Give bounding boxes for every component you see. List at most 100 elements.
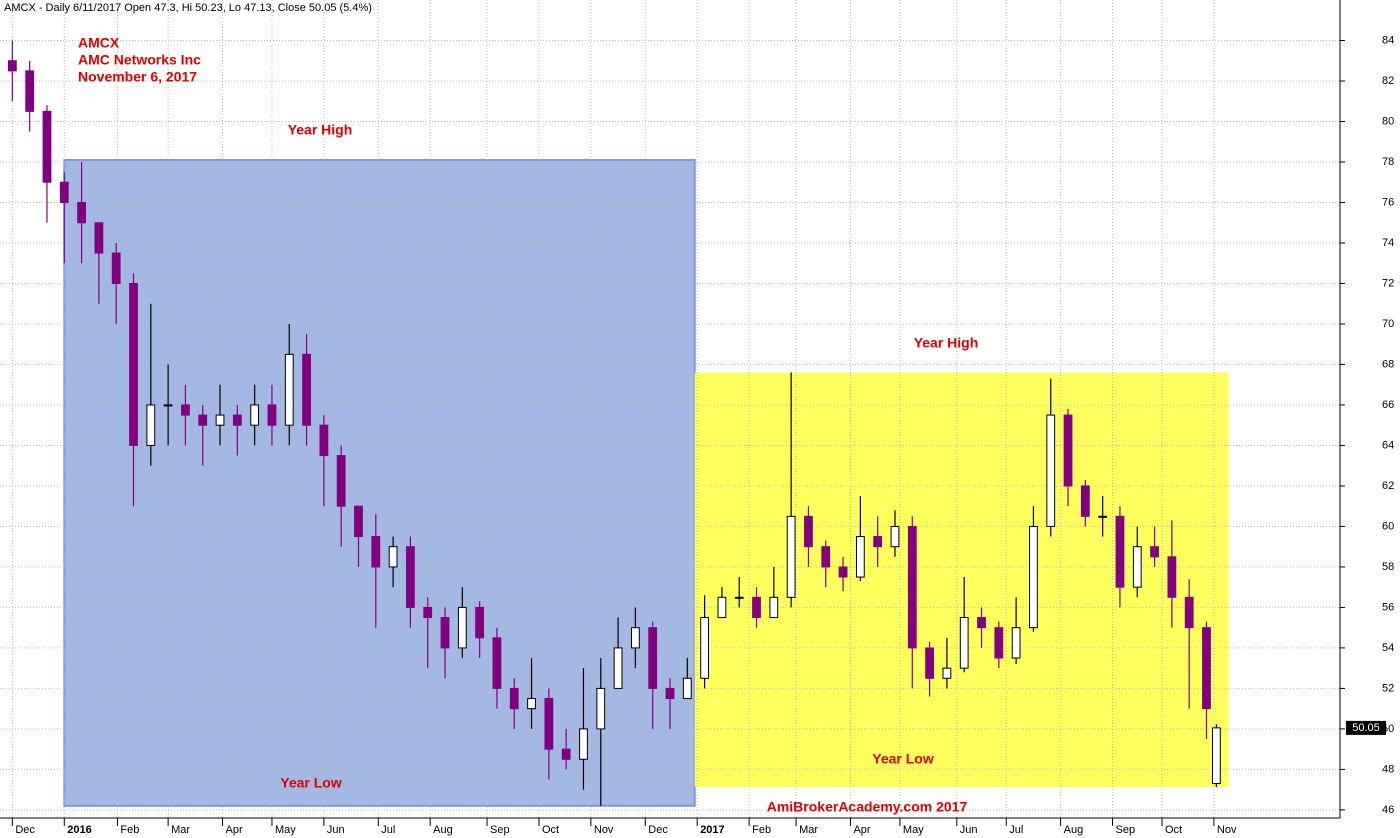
y-tick-label: 78 (1382, 156, 1394, 168)
candle-body (267, 404, 277, 426)
y-tick-label: 48 (1382, 763, 1394, 775)
candle-body (25, 70, 35, 112)
candle-body (215, 414, 225, 426)
region (694, 372, 1229, 788)
x-tick-label: Aug (1064, 824, 1084, 836)
candle-body (1046, 414, 1056, 527)
candle-body (492, 637, 502, 689)
x-tick-label: Apr (853, 824, 870, 836)
candle-body (198, 414, 208, 426)
candle-body (544, 698, 554, 750)
candle-body (1211, 727, 1221, 785)
candles (7, 40, 1221, 806)
y-tick-label: 84 (1382, 34, 1394, 46)
candle-body (1202, 627, 1211, 710)
x-tick-label: Jul (381, 824, 395, 836)
candle-body (769, 596, 779, 619)
x-tick-label: Sep (490, 824, 510, 836)
title: AMCX (78, 35, 120, 51)
candle-body (821, 546, 831, 568)
x-tick-label: Mar (171, 824, 190, 836)
candle-body (1150, 546, 1159, 558)
candle-body (527, 698, 536, 710)
last-price-box (1346, 720, 1386, 735)
candle-body (786, 515, 796, 598)
y-tick-label: 80 (1382, 115, 1394, 127)
candle-body (181, 404, 190, 416)
x-tick-label: Oct (542, 824, 559, 836)
candle-body (475, 606, 485, 639)
candle-body (1029, 525, 1038, 629)
y-tick-label: 68 (1382, 358, 1394, 370)
candle-body (1080, 485, 1090, 517)
y-tick-label: 58 (1382, 561, 1394, 573)
candle-body (942, 667, 952, 679)
candle-body (959, 617, 969, 669)
y-tick-label: 62 (1382, 480, 1394, 492)
y-tick-label: 46 (1382, 804, 1394, 816)
x-tick-label: May (275, 824, 296, 836)
x-tick-label: Dec (648, 824, 668, 836)
x-tick-label: 2016 (67, 824, 91, 836)
candle-body (1167, 556, 1177, 598)
x-tick-label: May (903, 824, 924, 836)
region-high-label: Year High (288, 122, 353, 138)
candle-body (994, 627, 1004, 659)
candle-body (665, 687, 675, 700)
candle-body (907, 525, 917, 649)
candle-body (1011, 627, 1021, 659)
region-low-label: Year Low (280, 775, 342, 791)
candle-body (648, 627, 658, 689)
candle-body (1098, 515, 1108, 518)
candle-body (42, 110, 52, 183)
candle-body (423, 606, 433, 619)
y-tick-label: 70 (1382, 318, 1394, 330)
candle-body (613, 647, 623, 689)
candle-body (855, 536, 865, 578)
y-tick-label: 82 (1382, 75, 1394, 87)
candle-body (1184, 596, 1194, 629)
candle-body (630, 627, 640, 649)
candle-body (804, 515, 813, 548)
watermark: AmiBrokerAcademy.com 2017 (767, 799, 968, 815)
candle-body (1063, 414, 1073, 487)
x-tick-label: Nov (1217, 824, 1237, 836)
candle-body (7, 60, 17, 72)
subtitle: November 6, 2017 (78, 69, 197, 85)
y-tick-label: 76 (1382, 196, 1394, 208)
y-tick-label: 64 (1382, 439, 1394, 451)
candle-body (734, 596, 744, 599)
y-tick-label: 60 (1382, 520, 1394, 532)
candle-body (682, 677, 692, 700)
candle-body (457, 606, 467, 649)
x-tick-label: Mar (799, 824, 818, 836)
candle-body (94, 222, 104, 254)
x-tick-label: Feb (120, 824, 139, 836)
candle-body (250, 404, 260, 426)
candle-body (700, 617, 710, 679)
candle-body (163, 404, 173, 407)
candle-body (596, 687, 606, 730)
region-low-label: Year Low (872, 751, 934, 767)
x-tick-label: Jul (1009, 824, 1023, 836)
header: AMCX - Daily 6/11/2017 Open 47.3, Hi 50.… (4, 2, 372, 14)
x-tick-label: Sep (1116, 824, 1136, 836)
candle-body (336, 455, 346, 507)
candle-body (890, 525, 900, 548)
x-tick-label: Jun (327, 824, 345, 836)
last-price-label: 50.05 (1352, 722, 1380, 734)
candle-body (111, 252, 121, 284)
x-tick-label: Jun (960, 824, 978, 836)
candle-body (284, 353, 294, 426)
candle-body (561, 748, 571, 760)
candle-body (319, 424, 329, 457)
y-tick-label: 66 (1382, 399, 1394, 411)
region (63, 158, 696, 807)
candle-body (873, 536, 883, 548)
candle-body (371, 536, 381, 568)
candle-body (59, 181, 69, 203)
candle-body (354, 505, 363, 538)
candle-body (440, 617, 450, 649)
x-tick-label: 2017 (700, 824, 724, 836)
